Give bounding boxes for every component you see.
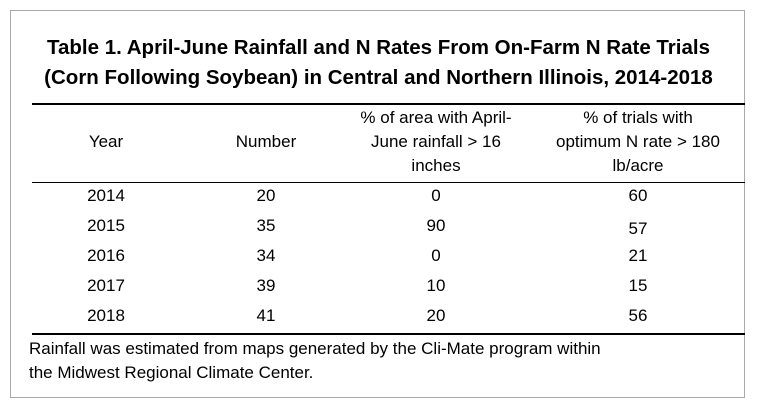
table-title-line-1: Table 1. April-June Rainfall and N Rates… bbox=[47, 36, 710, 59]
cell-number: 35 bbox=[256, 216, 276, 235]
table-row: 2014 20 0 60 bbox=[11, 181, 746, 211]
table-title-line-2: (Corn Following Soybean) in Central and … bbox=[44, 66, 713, 89]
cell-trials-optimum-n: 15 bbox=[628, 276, 648, 295]
cell-rainfall-area: 0 bbox=[431, 186, 441, 205]
column-header-rainfall-area: % of area with April- June rainfall > 16… bbox=[331, 106, 541, 178]
cell-trials-optimum-n: 60 bbox=[628, 186, 648, 205]
footnote-line: the Midwest Regional Climate Center. bbox=[29, 363, 314, 382]
cell-trials-optimum-n: 56 bbox=[628, 306, 648, 325]
header-line: inches bbox=[411, 156, 461, 175]
cell-number: 20 bbox=[256, 186, 276, 205]
cell-year: 2016 bbox=[87, 246, 125, 265]
cell-rainfall-area: 90 bbox=[426, 216, 446, 235]
cell-number: 39 bbox=[256, 276, 276, 295]
header-line: % of trials with bbox=[583, 108, 693, 127]
table-row: 2015 35 90 57 bbox=[11, 211, 746, 241]
table-bottom-rule bbox=[32, 333, 745, 335]
header-top-rule bbox=[32, 103, 745, 105]
cell-number: 34 bbox=[256, 246, 276, 265]
cell-year: 2018 bbox=[87, 306, 125, 325]
cell-number: 41 bbox=[256, 306, 276, 325]
header-line: June rainfall > 16 bbox=[371, 132, 501, 151]
cell-year: 2017 bbox=[87, 276, 125, 295]
footnote-line: Rainfall was estimated from maps generat… bbox=[29, 339, 601, 358]
cell-rainfall-area: 10 bbox=[426, 276, 446, 295]
cell-trials-optimum-n: 57 bbox=[628, 219, 648, 238]
cell-year: 2014 bbox=[87, 186, 125, 205]
table-footnote: Rainfall was estimated from maps generat… bbox=[29, 337, 729, 385]
cell-year: 2015 bbox=[87, 216, 125, 235]
cell-rainfall-area: 0 bbox=[431, 246, 441, 265]
column-header-number: Number bbox=[235, 132, 297, 151]
cell-trials-optimum-n: 21 bbox=[628, 246, 648, 265]
header-line: optimum N rate > 180 bbox=[556, 132, 720, 151]
cell-rainfall-area: 20 bbox=[426, 306, 446, 325]
table-frame: Table 1. April-June Rainfall and N Rates… bbox=[10, 10, 745, 398]
table-row: 2018 41 20 56 bbox=[11, 301, 746, 331]
table-row: 2016 34 0 21 bbox=[11, 241, 746, 271]
header-line: % of area with April- bbox=[360, 108, 512, 127]
header-line: lb/acre bbox=[612, 156, 664, 175]
header-bottom-rule bbox=[32, 182, 745, 183]
column-header-trials-optimum-n: % of trials with optimum N rate > 180 lb… bbox=[538, 106, 738, 178]
column-header-year: Year bbox=[88, 132, 124, 151]
table-row: 2017 39 10 15 bbox=[11, 271, 746, 301]
